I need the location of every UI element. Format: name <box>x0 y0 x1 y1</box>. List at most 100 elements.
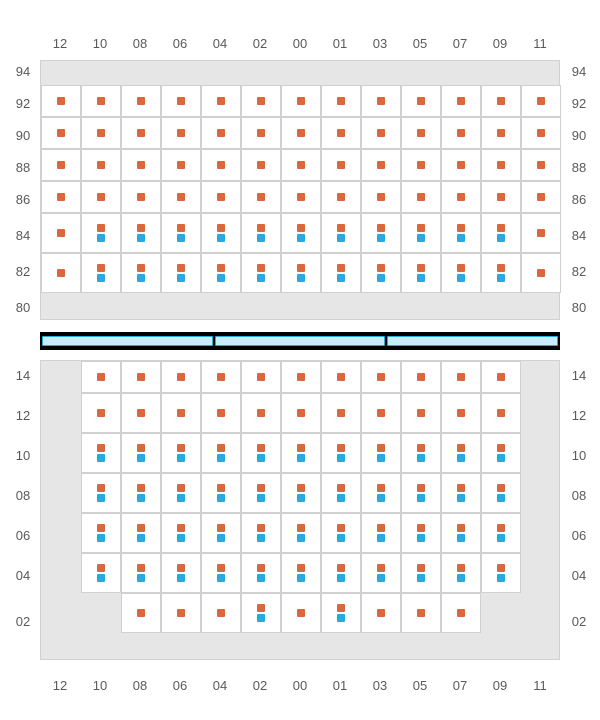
seat-cell[interactable] <box>81 473 121 513</box>
seat-cell[interactable] <box>281 393 321 433</box>
seat-cell[interactable] <box>201 117 241 149</box>
seat-cell[interactable] <box>441 593 481 633</box>
seat-cell[interactable] <box>241 149 281 181</box>
seat-cell[interactable] <box>321 117 361 149</box>
seat-cell[interactable] <box>401 149 441 181</box>
seat-cell[interactable] <box>481 213 521 253</box>
seat-cell[interactable] <box>241 85 281 117</box>
seat-cell[interactable] <box>81 85 121 117</box>
seat-cell[interactable] <box>281 213 321 253</box>
seat-cell[interactable] <box>441 181 481 213</box>
seat-cell[interactable] <box>321 213 361 253</box>
seat-cell[interactable] <box>201 593 241 633</box>
seat-cell[interactable] <box>281 361 321 393</box>
seat-cell[interactable] <box>241 593 281 633</box>
seat-cell[interactable] <box>441 553 481 593</box>
seat-cell[interactable] <box>321 253 361 293</box>
seat-cell[interactable] <box>161 553 201 593</box>
seat-cell[interactable] <box>321 181 361 213</box>
seat-cell[interactable] <box>241 473 281 513</box>
seat-cell[interactable] <box>281 117 321 149</box>
seat-cell[interactable] <box>481 181 521 213</box>
seat-cell[interactable] <box>481 85 521 117</box>
seat-cell[interactable] <box>241 117 281 149</box>
seat-cell[interactable] <box>121 593 161 633</box>
seat-cell[interactable] <box>321 473 361 513</box>
seat-cell[interactable] <box>121 393 161 433</box>
seat-cell[interactable] <box>81 393 121 433</box>
seat-cell[interactable] <box>121 513 161 553</box>
seat-cell[interactable] <box>161 513 201 553</box>
seat-cell[interactable] <box>441 253 481 293</box>
seat-cell[interactable] <box>481 553 521 593</box>
seat-cell[interactable] <box>121 433 161 473</box>
seat-cell[interactable] <box>361 181 401 213</box>
seat-cell[interactable] <box>361 213 401 253</box>
seat-cell[interactable] <box>361 85 401 117</box>
seat-cell[interactable] <box>121 181 161 213</box>
seat-cell[interactable] <box>161 213 201 253</box>
seat-cell[interactable] <box>161 149 201 181</box>
seat-cell[interactable] <box>401 361 441 393</box>
seat-cell[interactable] <box>401 473 441 513</box>
seat-cell[interactable] <box>321 553 361 593</box>
seat-cell[interactable] <box>481 433 521 473</box>
seat-cell[interactable] <box>401 85 441 117</box>
seat-cell[interactable] <box>161 361 201 393</box>
seat-cell[interactable] <box>41 117 81 149</box>
seat-cell[interactable] <box>361 393 401 433</box>
seat-cell[interactable] <box>441 393 481 433</box>
seat-cell[interactable] <box>201 253 241 293</box>
seat-cell[interactable] <box>401 393 441 433</box>
seat-cell[interactable] <box>121 213 161 253</box>
seat-cell[interactable] <box>81 181 121 213</box>
seat-cell[interactable] <box>201 513 241 553</box>
seat-cell[interactable] <box>321 593 361 633</box>
seat-cell[interactable] <box>121 553 161 593</box>
seat-cell[interactable] <box>201 553 241 593</box>
seat-cell[interactable] <box>481 361 521 393</box>
seat-cell[interactable] <box>81 361 121 393</box>
seat-cell[interactable] <box>361 253 401 293</box>
seat-cell[interactable] <box>361 149 401 181</box>
seat-cell[interactable] <box>281 181 321 213</box>
seat-cell[interactable] <box>201 181 241 213</box>
seat-cell[interactable] <box>401 513 441 553</box>
seat-cell[interactable] <box>121 253 161 293</box>
seat-cell[interactable] <box>161 253 201 293</box>
seat-cell[interactable] <box>521 117 561 149</box>
seat-cell[interactable] <box>241 361 281 393</box>
seat-cell[interactable] <box>81 213 121 253</box>
seat-cell[interactable] <box>281 553 321 593</box>
seat-cell[interactable] <box>201 433 241 473</box>
seat-cell[interactable] <box>401 593 441 633</box>
seat-cell[interactable] <box>241 181 281 213</box>
seat-cell[interactable] <box>441 361 481 393</box>
seat-cell[interactable] <box>401 117 441 149</box>
seat-cell[interactable] <box>361 433 401 473</box>
seat-cell[interactable] <box>121 85 161 117</box>
seat-cell[interactable] <box>321 85 361 117</box>
seat-cell[interactable] <box>481 513 521 553</box>
seat-cell[interactable] <box>241 553 281 593</box>
seat-cell[interactable] <box>121 117 161 149</box>
seat-cell[interactable] <box>241 393 281 433</box>
seat-cell[interactable] <box>441 149 481 181</box>
seat-cell[interactable] <box>361 117 401 149</box>
seat-cell[interactable] <box>121 149 161 181</box>
seat-cell[interactable] <box>401 553 441 593</box>
seat-cell[interactable] <box>121 473 161 513</box>
seat-cell[interactable] <box>481 473 521 513</box>
seat-cell[interactable] <box>161 85 201 117</box>
seat-cell[interactable] <box>481 117 521 149</box>
seat-cell[interactable] <box>321 361 361 393</box>
seat-cell[interactable] <box>401 181 441 213</box>
seat-cell[interactable] <box>361 593 401 633</box>
seat-cell[interactable] <box>441 513 481 553</box>
seat-cell[interactable] <box>41 85 81 117</box>
seat-cell[interactable] <box>361 473 401 513</box>
seat-cell[interactable] <box>521 213 561 253</box>
seat-cell[interactable] <box>281 85 321 117</box>
seat-cell[interactable] <box>41 181 81 213</box>
seat-cell[interactable] <box>321 513 361 553</box>
